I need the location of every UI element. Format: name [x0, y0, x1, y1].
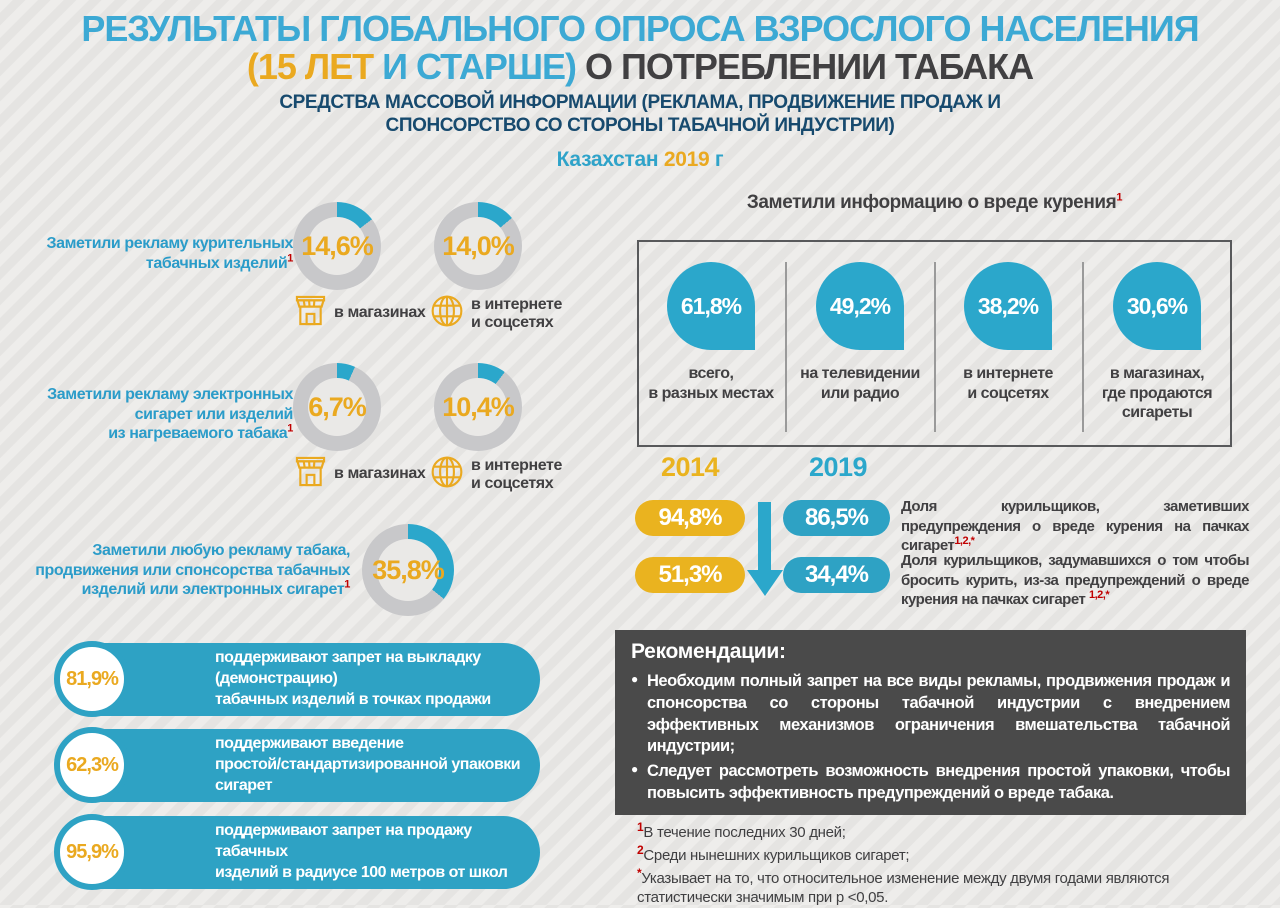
support-pill-value-badge: 95,9% [54, 814, 130, 890]
footnote-2: 2Среди нынешних курильщиков сигарет; [637, 847, 1245, 866]
recommendations-box: Рекомендации: Необходим полный запрет на… [615, 630, 1246, 815]
donut-chart-any-ads: 35,8% [362, 524, 454, 616]
harm-caption-internet: в интернете и соцсетях [933, 364, 1083, 403]
stat-2019-noticed-warnings: 86,5% [783, 500, 890, 536]
harm-caption-total: всего, в разных местах [636, 364, 786, 403]
footnote-ref-group: 1,2,* [954, 535, 974, 547]
ad-row3-label: Заметили любую рекламу табака, продвижен… [20, 541, 350, 600]
support-pill-text: поддерживают введение простой/стандартиз… [215, 729, 528, 802]
harm-divider [785, 262, 787, 432]
harm-caption-stores: в магазинах, где продаются сигареты [1082, 364, 1232, 423]
recommendation-item: Необходим полный запрет на все виды рекл… [631, 671, 1230, 758]
country-label: Казахстан [557, 148, 664, 171]
harm-stat-tv-radio: 49,2% [816, 262, 904, 350]
harm-divider [1082, 262, 1084, 432]
donut-value: 14,0% [424, 202, 532, 290]
harm-stat-total: 61,8% [667, 262, 755, 350]
year-header-2019: 2019 [783, 452, 893, 483]
country-year: Казахстан 2019 г [0, 148, 1280, 172]
support-pill-value-badge: 81,9% [54, 641, 130, 717]
support-pill-school-radius: поддерживают запрет на продажу табачных … [65, 816, 540, 889]
stat-2014-noticed-warnings: 94,8% [635, 500, 745, 536]
caption-text: в интернете и соцсетях [471, 296, 562, 332]
globe-icon [430, 294, 464, 333]
title-age-blue: И СТАРШЕ) [382, 46, 585, 87]
subtitle: СРЕДСТВА МАССОВОЙ ИНФОРМАЦИИ (РЕКЛАМА, П… [260, 92, 1020, 138]
recommendation-item: Следует рассмотреть возможность внедрени… [631, 761, 1230, 805]
footnote-ref-1: 1 [1116, 192, 1122, 204]
caption-row2-internet: в интернете и соцсетях [430, 455, 562, 494]
footnote-1: 1В течение последних 30 дней; [637, 824, 1245, 843]
caption-text: в магазинах [334, 465, 425, 483]
footnote-ref-1: 1 [344, 579, 350, 591]
harm-stat-internet: 38,2% [964, 262, 1052, 350]
support-pill-value-badge: 62,3% [54, 727, 130, 803]
caption-row1-stores: в магазинах [294, 295, 425, 331]
title-age-yellow: (15 ЛЕТ [247, 46, 382, 87]
caption-text: в интернете и соцсетях [471, 457, 562, 493]
comparison-desc-noticed-warnings: Доля курильщиков, заметивших предупрежде… [901, 497, 1249, 556]
footnote-ref-group: 1,2,* [1089, 589, 1109, 601]
title-topic: О ПОТРЕБЛЕНИИ ТАБАКА [585, 46, 1033, 87]
recommendations-title: Рекомендации: [631, 640, 1230, 664]
stat-2019-thought-quitting: 34,4% [783, 557, 890, 593]
comparison-desc-thought-quitting: Доля курильщиков, задумавшихся о том что… [901, 551, 1249, 610]
ad-row2-label: Заметили рекламу электронных сигарет или… [30, 385, 293, 444]
donut-chart-smoked-ads-internet: 14,0% [434, 202, 522, 290]
ad-row1-label: Заметили рекламу курительных табачных из… [30, 234, 293, 273]
donut-value: 14,6% [283, 202, 391, 290]
harm-info-title: Заметили информацию о вреде курения1 [637, 192, 1232, 214]
support-pill-plain-packaging: поддерживают введение простой/стандартиз… [65, 729, 540, 802]
stat-2014-thought-quitting: 51,3% [635, 557, 745, 593]
footnote-star: *Указывает на то, что относительное изме… [637, 870, 1245, 908]
support-pill-display-ban: поддерживают запрет на выкладку (демонст… [65, 643, 540, 716]
title-line1: РЕЗУЛЬТАТЫ ГЛОБАЛЬНОГО ОПРОСА ВЗРОСЛОГО … [0, 8, 1280, 50]
harm-caption-tv-radio: на телевидении или радио [785, 364, 935, 403]
year-suffix: г [709, 148, 723, 171]
down-arrow-icon [758, 502, 771, 572]
donut-value: 35,8% [352, 524, 464, 616]
caption-row1-internet: в интернете и соцсетях [430, 294, 562, 333]
down-arrow-icon [747, 570, 783, 596]
harm-divider [934, 262, 936, 432]
year-label: 2019 [664, 148, 710, 171]
donut-chart-ecig-ads-stores: 6,7% [293, 363, 381, 451]
globe-icon [430, 455, 464, 494]
donut-value: 10,4% [424, 363, 532, 451]
donut-chart-smoked-ads-stores: 14,6% [293, 202, 381, 290]
caption-text: в магазинах [334, 304, 425, 322]
store-icon [294, 456, 327, 492]
support-pill-text: поддерживают запрет на выкладку (демонст… [215, 643, 528, 716]
donut-value: 6,7% [283, 363, 391, 451]
harm-stat-stores: 30,6% [1113, 262, 1201, 350]
support-pill-text: поддерживают запрет на продажу табачных … [215, 816, 528, 889]
donut-chart-ecig-ads-internet: 10,4% [434, 363, 522, 451]
year-header-2014: 2014 [635, 452, 745, 483]
caption-row2-stores: в магазинах [294, 456, 425, 492]
title-line2: (15 ЛЕТ И СТАРШЕ) О ПОТРЕБЛЕНИИ ТАБАКА [0, 46, 1280, 88]
store-icon [294, 295, 327, 331]
